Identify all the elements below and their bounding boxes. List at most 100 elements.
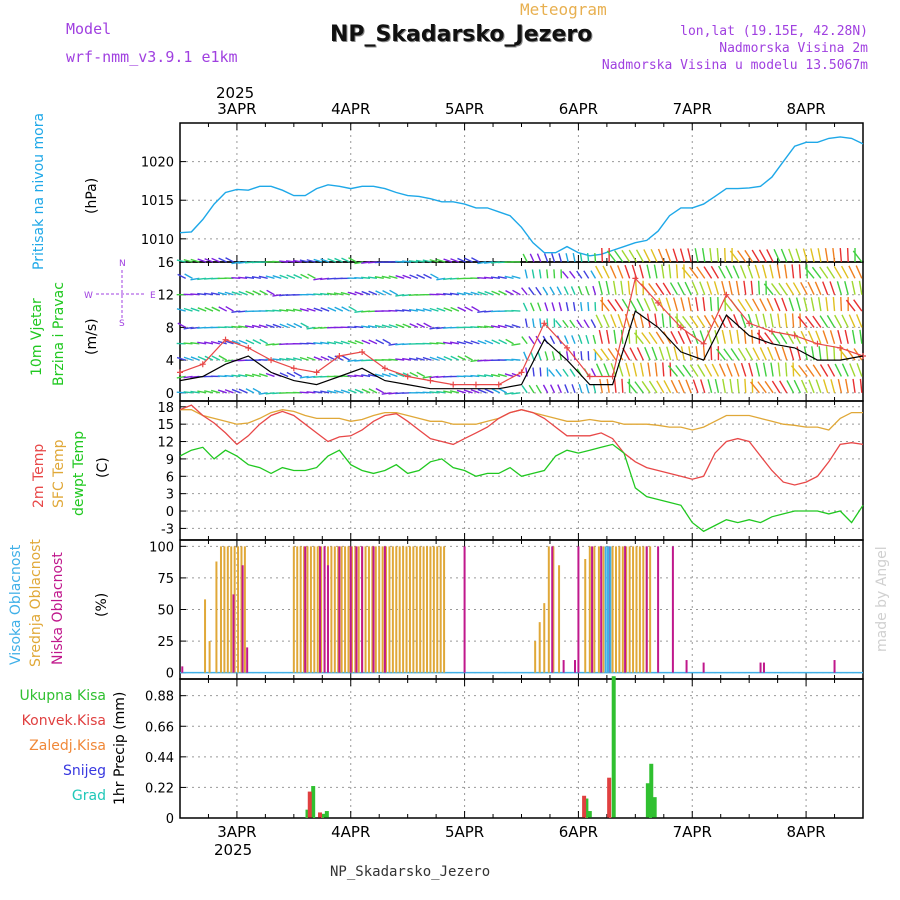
wind-arrow bbox=[361, 325, 371, 329]
wind-arrow bbox=[190, 277, 200, 281]
wind-arrow bbox=[779, 380, 788, 394]
wind-arrow bbox=[306, 342, 316, 345]
wind-arrow bbox=[826, 266, 836, 279]
wind-arrow bbox=[528, 384, 535, 394]
wind-arrow bbox=[463, 375, 473, 378]
wind-arrow bbox=[443, 292, 453, 296]
wind-arrow bbox=[395, 323, 405, 329]
wind-arrow bbox=[600, 348, 610, 361]
wind-arrow bbox=[585, 285, 590, 295]
wind-arrow bbox=[381, 275, 391, 280]
wind-gust-marker bbox=[541, 320, 548, 327]
wind-arrow bbox=[340, 389, 350, 394]
wind-arrow bbox=[769, 313, 774, 328]
wind-arrow bbox=[839, 247, 843, 263]
cloud-ylabel-low: Niska Oblacnost bbox=[50, 552, 66, 665]
clouds-ytick-label: 0 bbox=[166, 667, 174, 682]
wind-arrow bbox=[748, 362, 754, 377]
wind-arrow bbox=[551, 302, 556, 312]
wind-arrow bbox=[538, 269, 542, 279]
wind-arrow bbox=[558, 351, 563, 361]
wind-arrow bbox=[665, 248, 672, 263]
wind-arrow bbox=[585, 334, 590, 344]
sfc-temp-line bbox=[180, 409, 863, 431]
wind-arrow bbox=[218, 306, 227, 312]
wind-arrow bbox=[594, 252, 597, 263]
wind-arrow bbox=[718, 314, 726, 328]
wind-arrow bbox=[457, 306, 467, 312]
wind-arrow bbox=[774, 346, 781, 361]
temperature-frame bbox=[179, 400, 864, 541]
wind-arrow bbox=[497, 275, 507, 280]
precip-bar bbox=[321, 813, 326, 818]
wind-arrow bbox=[258, 373, 268, 378]
precipitation-ytick-label: 0.44 bbox=[145, 751, 174, 766]
wind-arrow bbox=[716, 348, 726, 361]
wind-arrow bbox=[306, 307, 316, 312]
wind-arrow bbox=[643, 249, 651, 263]
wind-arrow bbox=[612, 280, 617, 295]
wind-arrow bbox=[251, 275, 261, 280]
wind-arrow bbox=[429, 326, 439, 330]
wind-arrow bbox=[313, 342, 323, 345]
wind-arrow bbox=[470, 291, 480, 296]
wind-arrow bbox=[463, 389, 473, 394]
wind-arrow bbox=[436, 342, 446, 345]
model-name: wrf-nmm_v3.9.1 e1km bbox=[66, 48, 238, 66]
x-tick-label-bottom: 6APR bbox=[559, 823, 598, 841]
x-tick-label-bottom: 7APR bbox=[673, 823, 712, 841]
wind-arrow bbox=[711, 314, 720, 328]
wind-arrow bbox=[361, 374, 371, 378]
wind-arrow bbox=[573, 351, 576, 361]
wind-arrow bbox=[721, 280, 726, 295]
wind-arrow bbox=[764, 332, 774, 345]
wind-arrow bbox=[856, 363, 863, 377]
wind-ytick-label: 8 bbox=[166, 321, 174, 336]
wind-arrow bbox=[796, 346, 802, 361]
wind-arrow bbox=[313, 356, 323, 361]
wind-gust-marker bbox=[814, 340, 821, 347]
wind-arrow bbox=[832, 248, 836, 263]
wind-arrow bbox=[771, 283, 781, 296]
wind-arrow bbox=[388, 358, 398, 361]
wind-arrow bbox=[692, 379, 699, 394]
wind-arrow bbox=[512, 289, 521, 296]
wind-arrow bbox=[395, 358, 405, 361]
wind-arrow bbox=[388, 343, 398, 346]
wind-arrow bbox=[204, 306, 214, 312]
wind-arrow bbox=[477, 291, 487, 296]
wind-arrow bbox=[463, 340, 473, 345]
wind-arrow bbox=[416, 322, 426, 329]
precip-bar bbox=[649, 763, 654, 818]
meteogram-subtitle: Meteogram bbox=[520, 0, 607, 19]
wind-arrow bbox=[786, 380, 795, 394]
wind-arrow bbox=[824, 248, 829, 263]
wind-arrow bbox=[633, 332, 644, 345]
wind-arrow bbox=[700, 379, 706, 394]
wind-arrow bbox=[293, 274, 303, 279]
wind-arrow bbox=[617, 313, 624, 328]
wind-arrow bbox=[607, 348, 617, 361]
wind-arrow bbox=[368, 388, 378, 394]
wind-arrow bbox=[848, 314, 856, 328]
wind-arrow bbox=[777, 362, 781, 377]
wind-arrow bbox=[238, 290, 248, 296]
wind-gust-marker bbox=[791, 332, 798, 339]
wind-arrow bbox=[553, 269, 556, 279]
wind-arrow bbox=[279, 357, 289, 361]
wind-arrow bbox=[730, 348, 740, 361]
temperature-ytick-label: 6 bbox=[166, 470, 174, 485]
wind-arrow bbox=[565, 253, 569, 263]
wind-arrow bbox=[620, 280, 624, 295]
clouds-ytick-label: 100 bbox=[149, 540, 174, 555]
wind-arrow bbox=[706, 281, 713, 295]
wind-arrow bbox=[675, 264, 679, 279]
wind-arrow bbox=[840, 265, 849, 279]
wind-arrow bbox=[851, 329, 856, 344]
wind-arrow bbox=[736, 378, 740, 393]
wind-arrow bbox=[320, 292, 330, 296]
wind-arrow bbox=[829, 330, 836, 344]
wind-arrow bbox=[798, 264, 802, 279]
wind-arrow bbox=[225, 257, 234, 263]
wind-arrow bbox=[293, 371, 303, 378]
